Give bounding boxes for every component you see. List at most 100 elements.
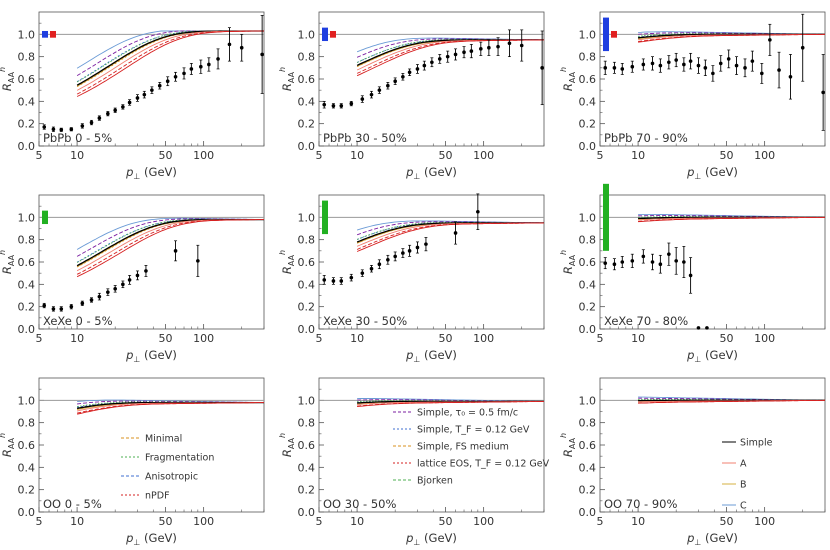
data-point: [630, 64, 635, 69]
data-point: [196, 259, 200, 263]
curve-red: [357, 400, 545, 408]
x-tick-label: 5: [36, 332, 43, 345]
x-tick-label: 100: [473, 515, 494, 528]
data-point: [703, 66, 708, 70]
data-point: [401, 74, 405, 79]
data-point: [674, 259, 678, 263]
data-point: [777, 68, 781, 72]
curve-red: [638, 216, 826, 223]
x-tick-label: 10: [631, 332, 645, 345]
data-point: [369, 92, 374, 97]
data-point: [422, 63, 427, 68]
theory-curves: [638, 213, 826, 223]
x-tick-label: 10: [350, 149, 364, 162]
data-point: [339, 279, 344, 283]
data-point: [59, 128, 64, 132]
y-tick-label: 0.2: [18, 118, 36, 131]
y-tick-label: 0.0: [579, 140, 597, 153]
x-label-sub: ⊥: [133, 355, 140, 364]
x-label-unit: (GeV): [701, 165, 737, 179]
y-tick-label: 1.0: [579, 211, 597, 224]
y-tick-label: 0.8: [579, 51, 597, 64]
y-tick-label: 0.0: [298, 506, 316, 519]
data-point: [51, 127, 56, 132]
y-tick-label: 0.6: [18, 439, 36, 452]
plot-frame: [318, 11, 545, 147]
y-tick-label: 1.0: [298, 394, 316, 407]
x-tick-label: 100: [754, 149, 775, 162]
x-tick-label: 5: [597, 515, 604, 528]
data-point: [106, 290, 110, 294]
x-label-sub: ⊥: [413, 172, 420, 181]
x-tick-label: 50: [720, 515, 734, 528]
x-label-sub: ⊥: [694, 172, 701, 181]
y-tick-label: 0.6: [298, 439, 316, 452]
y-axis-label: RAAh: [559, 433, 577, 457]
legend-label: Simple, T_F = 0.12 GeV: [417, 425, 530, 436]
data-point: [393, 254, 397, 259]
curve-purple: [638, 397, 825, 401]
data-point: [322, 102, 327, 107]
x-label-unit: (GeV): [140, 531, 176, 545]
data-point: [650, 61, 655, 66]
data-point: [415, 67, 420, 71]
plot-frame: [38, 11, 265, 147]
data-point: [612, 262, 617, 267]
curve-orange: [76, 219, 264, 268]
y-label-sub: AA: [7, 254, 16, 266]
data-point: [424, 242, 428, 246]
x-label-main: p: [686, 348, 694, 362]
curve-red: [77, 402, 264, 415]
curve-red: [76, 30, 264, 97]
data-point: [260, 52, 264, 57]
curve-black: [356, 39, 544, 66]
x-tick-label: 5: [316, 515, 323, 528]
y-axis-label: RAAh: [559, 250, 577, 274]
legend-oo0: Minimal Fragmentation Anisotropic nPDF: [121, 434, 214, 502]
y-tick-label: 0.0: [298, 323, 316, 336]
theory-curves: [357, 398, 545, 408]
y-label-sup: h: [0, 433, 7, 438]
curve-purple: [357, 399, 544, 402]
uncertainty-box: [603, 17, 609, 52]
curve-red: [76, 30, 264, 95]
curve-red: [356, 39, 545, 77]
y-label-main: R: [561, 449, 575, 457]
uncertainty-box: [322, 27, 328, 42]
x-label-main: p: [686, 531, 694, 545]
x-tick-label: 10: [70, 332, 84, 345]
panel-title: XeXe 30 - 50%: [323, 314, 407, 328]
y-tick-label: 1.0: [579, 394, 597, 407]
y-label-sup: h: [278, 433, 287, 438]
data-point: [142, 92, 147, 97]
data-point: [453, 231, 458, 235]
data-point: [42, 125, 47, 129]
legend-label: Bjorken: [417, 476, 453, 487]
x-tick-label: 100: [754, 515, 775, 528]
x-label-main: p: [686, 165, 694, 179]
curve-red: [356, 222, 545, 252]
data-point: [69, 127, 74, 132]
x-axis-label: p⊥ (GeV): [405, 348, 457, 364]
uncertainty-box: [42, 30, 48, 38]
measured-points: [603, 13, 825, 131]
x-label-sub: ⊥: [133, 538, 140, 547]
uncertainty-box: [42, 210, 48, 225]
data-point: [127, 100, 132, 105]
x-tick-label: 10: [350, 515, 364, 528]
y-tick-label: 1.0: [18, 28, 36, 41]
y-tick-label: 0.4: [579, 461, 597, 474]
data-point: [360, 271, 365, 275]
legend-label: Simple, FS medium: [417, 442, 509, 453]
theory-curves: [76, 399, 265, 415]
measured-points: [322, 193, 480, 285]
y-tick-label: 0.2: [579, 484, 597, 497]
x-tick-label: 10: [70, 149, 84, 162]
x-axis-label: p⊥ (GeV): [686, 165, 738, 181]
x-axis-label: p⊥ (GeV): [405, 531, 457, 547]
data-point: [658, 262, 663, 267]
x-label-unit: (GeV): [420, 165, 456, 179]
data-point: [430, 60, 434, 65]
curve-salmon: [356, 222, 544, 247]
